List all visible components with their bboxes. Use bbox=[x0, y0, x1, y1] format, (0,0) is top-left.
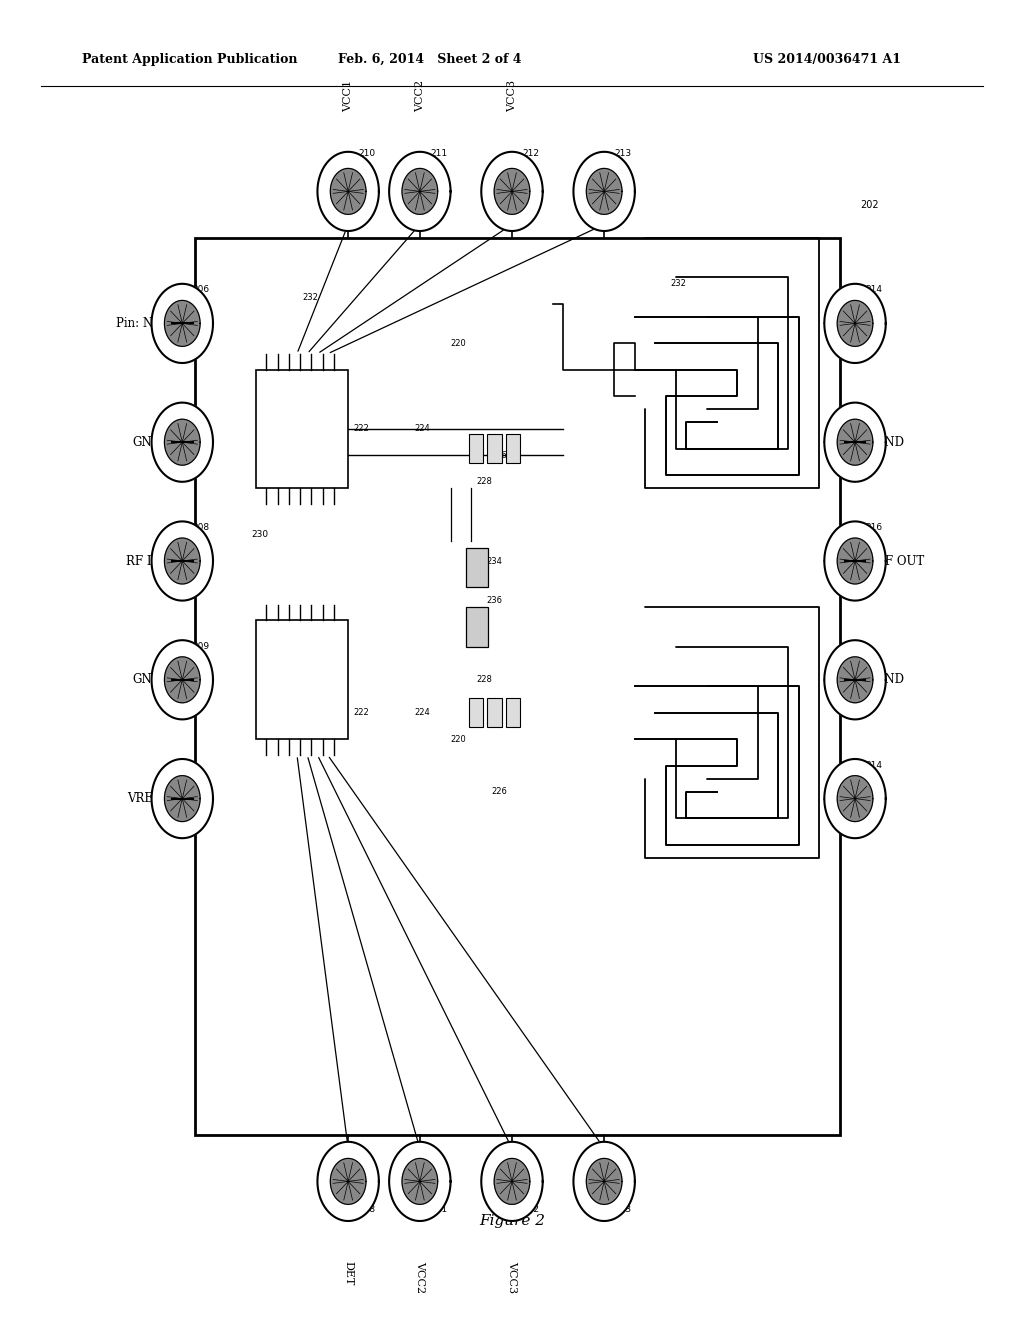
Text: US 2014/0036471 A1: US 2014/0036471 A1 bbox=[753, 53, 901, 66]
Polygon shape bbox=[165, 657, 200, 702]
Text: GND: GND bbox=[133, 436, 162, 449]
Text: 232: 232 bbox=[671, 280, 687, 288]
Text: 216: 216 bbox=[865, 523, 883, 532]
Text: Figure 2: Figure 2 bbox=[479, 1214, 545, 1228]
Bar bbox=[256, 620, 348, 739]
Text: 221: 221 bbox=[312, 696, 328, 704]
Text: 226: 226 bbox=[492, 451, 508, 459]
Bar bbox=[466, 548, 488, 587]
Polygon shape bbox=[838, 420, 872, 465]
Polygon shape bbox=[824, 403, 886, 482]
Text: 234: 234 bbox=[486, 557, 503, 565]
Polygon shape bbox=[152, 284, 213, 363]
Polygon shape bbox=[495, 1159, 529, 1204]
Polygon shape bbox=[495, 169, 529, 214]
Bar bbox=[469, 698, 483, 727]
Text: 214: 214 bbox=[865, 285, 883, 294]
Polygon shape bbox=[587, 1159, 622, 1204]
Text: 218: 218 bbox=[358, 1205, 376, 1214]
Polygon shape bbox=[331, 169, 366, 214]
Text: VREF: VREF bbox=[128, 792, 162, 805]
Text: 232: 232 bbox=[302, 293, 318, 301]
Text: Feb. 6, 2014   Sheet 2 of 4: Feb. 6, 2014 Sheet 2 of 4 bbox=[338, 53, 522, 66]
Polygon shape bbox=[152, 521, 213, 601]
Text: DET: DET bbox=[343, 1261, 353, 1284]
Bar bbox=[506, 434, 520, 463]
Text: 224: 224 bbox=[415, 709, 430, 717]
Bar bbox=[506, 698, 520, 727]
Polygon shape bbox=[481, 1142, 543, 1221]
Text: GND: GND bbox=[133, 673, 162, 686]
Text: 222: 222 bbox=[353, 425, 369, 433]
Text: 226: 226 bbox=[492, 788, 508, 796]
Text: VCC3: VCC3 bbox=[507, 1261, 517, 1292]
Text: 204: 204 bbox=[261, 473, 279, 482]
Text: 212: 212 bbox=[522, 1205, 540, 1214]
Text: 210: 210 bbox=[358, 149, 376, 158]
Text: 230: 230 bbox=[251, 531, 268, 539]
Bar bbox=[466, 607, 488, 647]
Polygon shape bbox=[165, 301, 200, 346]
Polygon shape bbox=[152, 403, 213, 482]
Text: Pin: NC: Pin: NC bbox=[116, 317, 162, 330]
Polygon shape bbox=[573, 152, 635, 231]
Polygon shape bbox=[389, 1142, 451, 1221]
Polygon shape bbox=[824, 759, 886, 838]
Polygon shape bbox=[838, 657, 872, 702]
Bar bbox=[469, 434, 483, 463]
Text: VCC2: VCC2 bbox=[415, 81, 425, 112]
Polygon shape bbox=[152, 759, 213, 838]
Text: VCC3: VCC3 bbox=[507, 81, 517, 112]
Text: 202: 202 bbox=[860, 199, 879, 210]
Text: 220: 220 bbox=[451, 735, 466, 743]
Text: 220: 220 bbox=[451, 339, 466, 347]
Text: 224: 224 bbox=[415, 425, 430, 433]
Polygon shape bbox=[317, 1142, 379, 1221]
Bar bbox=[487, 698, 502, 727]
Text: 213: 213 bbox=[614, 149, 632, 158]
Text: Patent Application Publication: Patent Application Publication bbox=[82, 53, 297, 66]
Text: 228: 228 bbox=[476, 676, 493, 684]
Polygon shape bbox=[152, 640, 213, 719]
Polygon shape bbox=[331, 1159, 366, 1204]
Bar bbox=[256, 370, 348, 488]
Polygon shape bbox=[824, 284, 886, 363]
Polygon shape bbox=[317, 152, 379, 231]
Polygon shape bbox=[481, 152, 543, 231]
Text: 211: 211 bbox=[430, 149, 447, 158]
Polygon shape bbox=[402, 1159, 437, 1204]
Text: VCC2: VCC2 bbox=[415, 1261, 425, 1292]
Polygon shape bbox=[165, 539, 200, 583]
Text: 214: 214 bbox=[865, 760, 883, 770]
Text: 211: 211 bbox=[430, 1205, 447, 1214]
Text: 213: 213 bbox=[614, 1205, 632, 1214]
Polygon shape bbox=[838, 776, 872, 821]
Text: 228: 228 bbox=[476, 478, 493, 486]
Polygon shape bbox=[402, 169, 437, 214]
Polygon shape bbox=[165, 776, 200, 821]
Text: 222: 222 bbox=[353, 709, 369, 717]
Polygon shape bbox=[824, 521, 886, 601]
Polygon shape bbox=[824, 640, 886, 719]
Bar bbox=[195, 238, 840, 1135]
Polygon shape bbox=[573, 1142, 635, 1221]
Polygon shape bbox=[838, 539, 872, 583]
Text: GND: GND bbox=[876, 673, 904, 686]
Text: 212: 212 bbox=[522, 149, 540, 158]
Text: RF OUT: RF OUT bbox=[876, 554, 924, 568]
Bar bbox=[487, 434, 502, 463]
Polygon shape bbox=[165, 420, 200, 465]
Text: RF IN: RF IN bbox=[126, 554, 162, 568]
Polygon shape bbox=[587, 169, 622, 214]
Text: GND: GND bbox=[876, 436, 904, 449]
Text: 221: 221 bbox=[312, 392, 328, 400]
Text: 236: 236 bbox=[486, 597, 503, 605]
Text: VCC1: VCC1 bbox=[343, 81, 353, 112]
Text: 209: 209 bbox=[193, 642, 210, 651]
Text: 206: 206 bbox=[193, 285, 210, 294]
Polygon shape bbox=[838, 301, 872, 346]
Text: 208: 208 bbox=[193, 523, 210, 532]
Polygon shape bbox=[389, 152, 451, 231]
